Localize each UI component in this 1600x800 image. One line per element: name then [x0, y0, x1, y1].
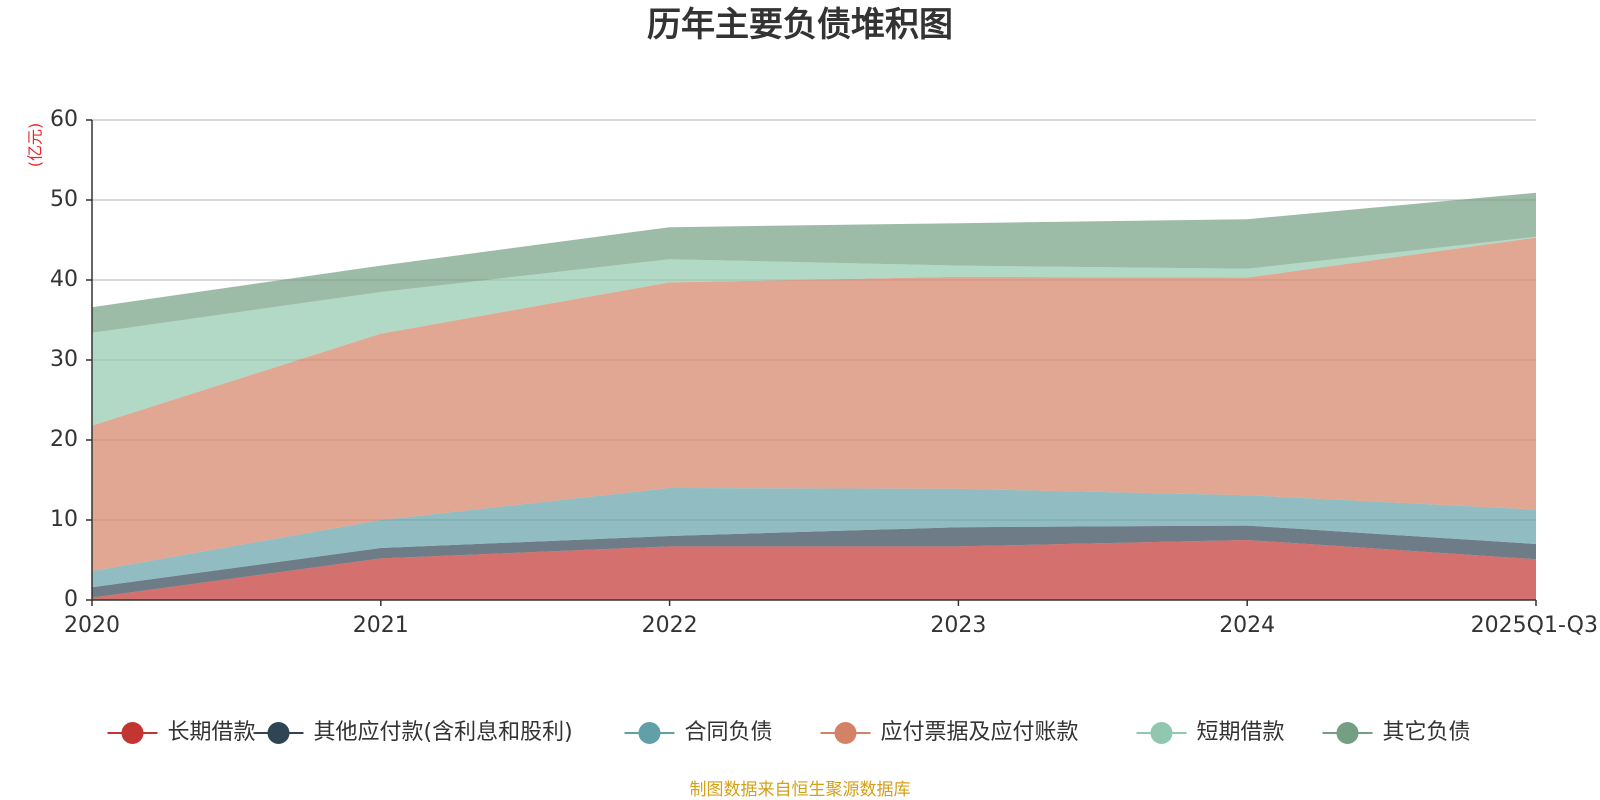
- area-series-4[interactable]: [92, 237, 1536, 572]
- legend-marker: [834, 722, 857, 744]
- y-tick-label: 40: [50, 267, 78, 292]
- legend-label: 短期借款: [1197, 720, 1285, 745]
- x-tick-label: 2020: [64, 613, 120, 638]
- legend-marker: [1150, 722, 1173, 744]
- legend-item-2[interactable]: 其他应付款(含利息和股利): [253, 720, 573, 745]
- y-tick-label: 60: [50, 107, 78, 132]
- legend-item-6[interactable]: 其它负债: [1322, 720, 1471, 745]
- legend[interactable]: 长期借款 其他应付款(含利息和股利) 合同负债 应付票据及应付账款 短期借款 其它负债: [107, 720, 1471, 745]
- area-series-3[interactable]: [92, 488, 1536, 588]
- legend-marker: [267, 722, 290, 744]
- y-tick-label: 50: [50, 187, 78, 212]
- area-series-group: [92, 192, 1536, 600]
- x-tick-label: 2021: [353, 613, 409, 638]
- legend-label: 其它负债: [1383, 720, 1471, 745]
- chart-title: 历年主要负债堆积图: [647, 5, 953, 45]
- x-tick-label: 2025Q1-Q3: [1471, 613, 1598, 638]
- legend-item-3[interactable]: 合同负债: [624, 720, 773, 745]
- y-tick-label: 30: [50, 347, 78, 372]
- legend-marker: [638, 722, 661, 744]
- x-tick-label: 2022: [642, 613, 698, 638]
- legend-label: 长期借款: [168, 720, 256, 745]
- legend-item-1[interactable]: 长期借款: [107, 720, 256, 745]
- legend-label: 应付票据及应付账款: [881, 720, 1079, 745]
- legend-marker: [121, 722, 144, 744]
- data-source-note: 制图数据来自恒生聚源数据库: [690, 780, 911, 800]
- legend-item-5[interactable]: 短期借款: [1136, 720, 1285, 745]
- area-series-2[interactable]: [92, 525, 1536, 598]
- area-series-1[interactable]: [92, 540, 1536, 600]
- legend-item-4[interactable]: 应付票据及应付账款: [820, 720, 1079, 745]
- legend-marker: [1336, 722, 1359, 744]
- legend-label: 其他应付款(含利息和股利): [314, 720, 573, 745]
- y-tick-label: 20: [50, 427, 78, 452]
- legend-label: 合同负债: [685, 720, 773, 745]
- area-series-5[interactable]: [92, 236, 1536, 426]
- y-axis-unit-label: (亿元): [26, 123, 45, 168]
- x-tick-label: 2024: [1219, 613, 1275, 638]
- axes: 0 10 20 30 40 50 60 2020 2021 2022 2023 2024 2025Q1-…: [50, 107, 1598, 638]
- x-tick-label: 2023: [930, 613, 986, 638]
- area-series-6[interactable]: [92, 192, 1536, 333]
- y-tick-label: 10: [50, 507, 78, 532]
- y-tick-label: 0: [64, 587, 78, 612]
